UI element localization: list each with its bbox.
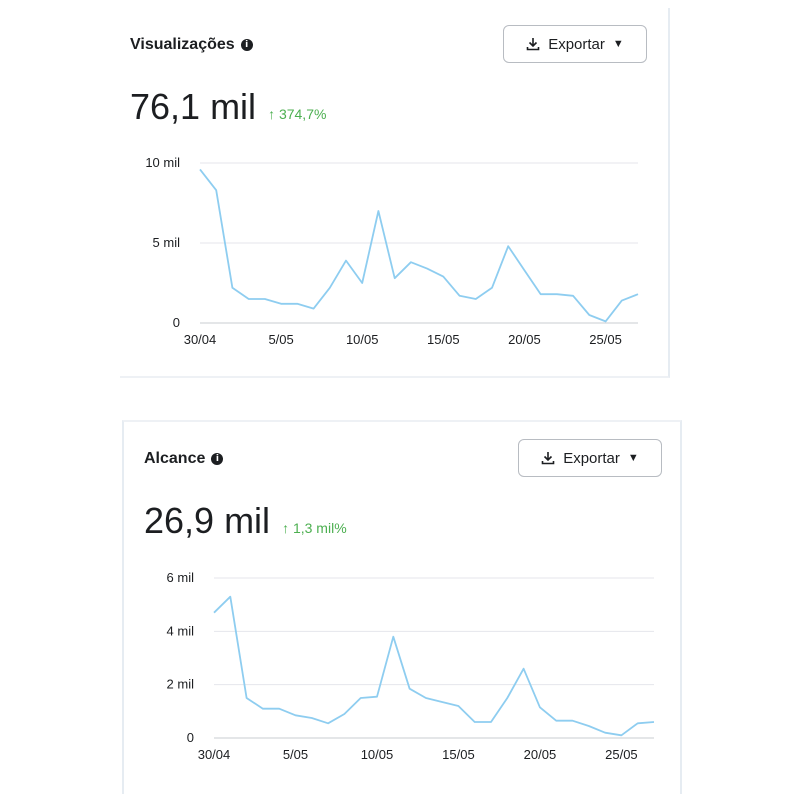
export-label: Exportar xyxy=(548,35,605,53)
metric-change: ↑ 374,7% xyxy=(268,106,326,122)
x-tick-label: 15/05 xyxy=(442,747,475,762)
y-tick-label: 4 mil xyxy=(167,623,195,638)
export-label: Exportar xyxy=(563,449,620,467)
change-percent: 1,3 mil% xyxy=(292,520,347,536)
series-line xyxy=(213,595,655,737)
x-tick-label: 10/05 xyxy=(361,747,394,762)
reach-title: Alcance i xyxy=(144,450,224,468)
y-tick-label: 0 xyxy=(187,730,194,745)
info-icon[interactable]: i xyxy=(240,39,253,51)
export-button[interactable]: Exportar ▼ xyxy=(518,439,662,477)
y-tick-label: 6 mil xyxy=(167,570,195,585)
x-tick-label: 10/05 xyxy=(346,332,379,347)
x-tick-label: 15/05 xyxy=(427,332,460,347)
x-tick-label: 5/05 xyxy=(283,747,308,762)
up-arrow-icon: ↑ xyxy=(268,106,276,122)
y-tick-label: 5 mil xyxy=(153,235,181,250)
series-line xyxy=(199,168,639,323)
y-tick-label: 0 xyxy=(173,315,180,330)
metric-value: 76,1 mil xyxy=(130,86,257,127)
caret-down-icon: ▼ xyxy=(612,38,624,50)
info-icon[interactable]: i xyxy=(211,453,224,465)
x-tick-label: 30/04 xyxy=(198,747,231,762)
metric-change: ↑ 1,3 mil% xyxy=(282,520,347,536)
change-percent: 374,7% xyxy=(278,106,327,122)
download-icon xyxy=(541,451,555,465)
export-button[interactable]: Exportar ▼ xyxy=(503,25,647,63)
reach-metric: 26,9 mil ↑ 1,3 mil% xyxy=(144,500,347,542)
x-tick-label: 5/05 xyxy=(268,332,293,347)
metric-value: 26,9 mil xyxy=(144,500,271,541)
views-chart: 0 5 mil 10 mil 30/04 5/05 10/05 15/05 20/05 25/0… xyxy=(145,155,639,347)
y-tick-label: 2 mil xyxy=(167,677,195,692)
reach-title-text: Alcance xyxy=(144,450,206,467)
x-tick-label: 25/05 xyxy=(605,747,638,762)
x-tick-label: 30/04 xyxy=(184,332,217,347)
x-tick-label: 25/05 xyxy=(589,332,622,347)
views-title-text: Visualizações xyxy=(130,36,235,53)
views-title: Visualizações i xyxy=(130,36,253,54)
x-tick-label: 20/05 xyxy=(508,332,541,347)
y-tick-label: 10 mil xyxy=(145,155,180,170)
up-arrow-icon: ↑ xyxy=(282,520,290,536)
x-tick-label: 20/05 xyxy=(524,747,557,762)
reach-chart: 0 2 mil 4 mil 6 mil 30/04 5/05 10/05 15/05 20/05… xyxy=(167,570,655,762)
download-icon xyxy=(526,37,540,51)
caret-down-icon: ▼ xyxy=(627,452,639,464)
views-card: Visualizações i Exportar ▼ 76,1 mil ↑ 37… xyxy=(120,8,670,378)
views-metric: 76,1 mil ↑ 374,7% xyxy=(130,86,326,128)
reach-card: Alcance i Exportar ▼ 26,9 mil ↑ 1,3 mil%… xyxy=(122,420,682,794)
